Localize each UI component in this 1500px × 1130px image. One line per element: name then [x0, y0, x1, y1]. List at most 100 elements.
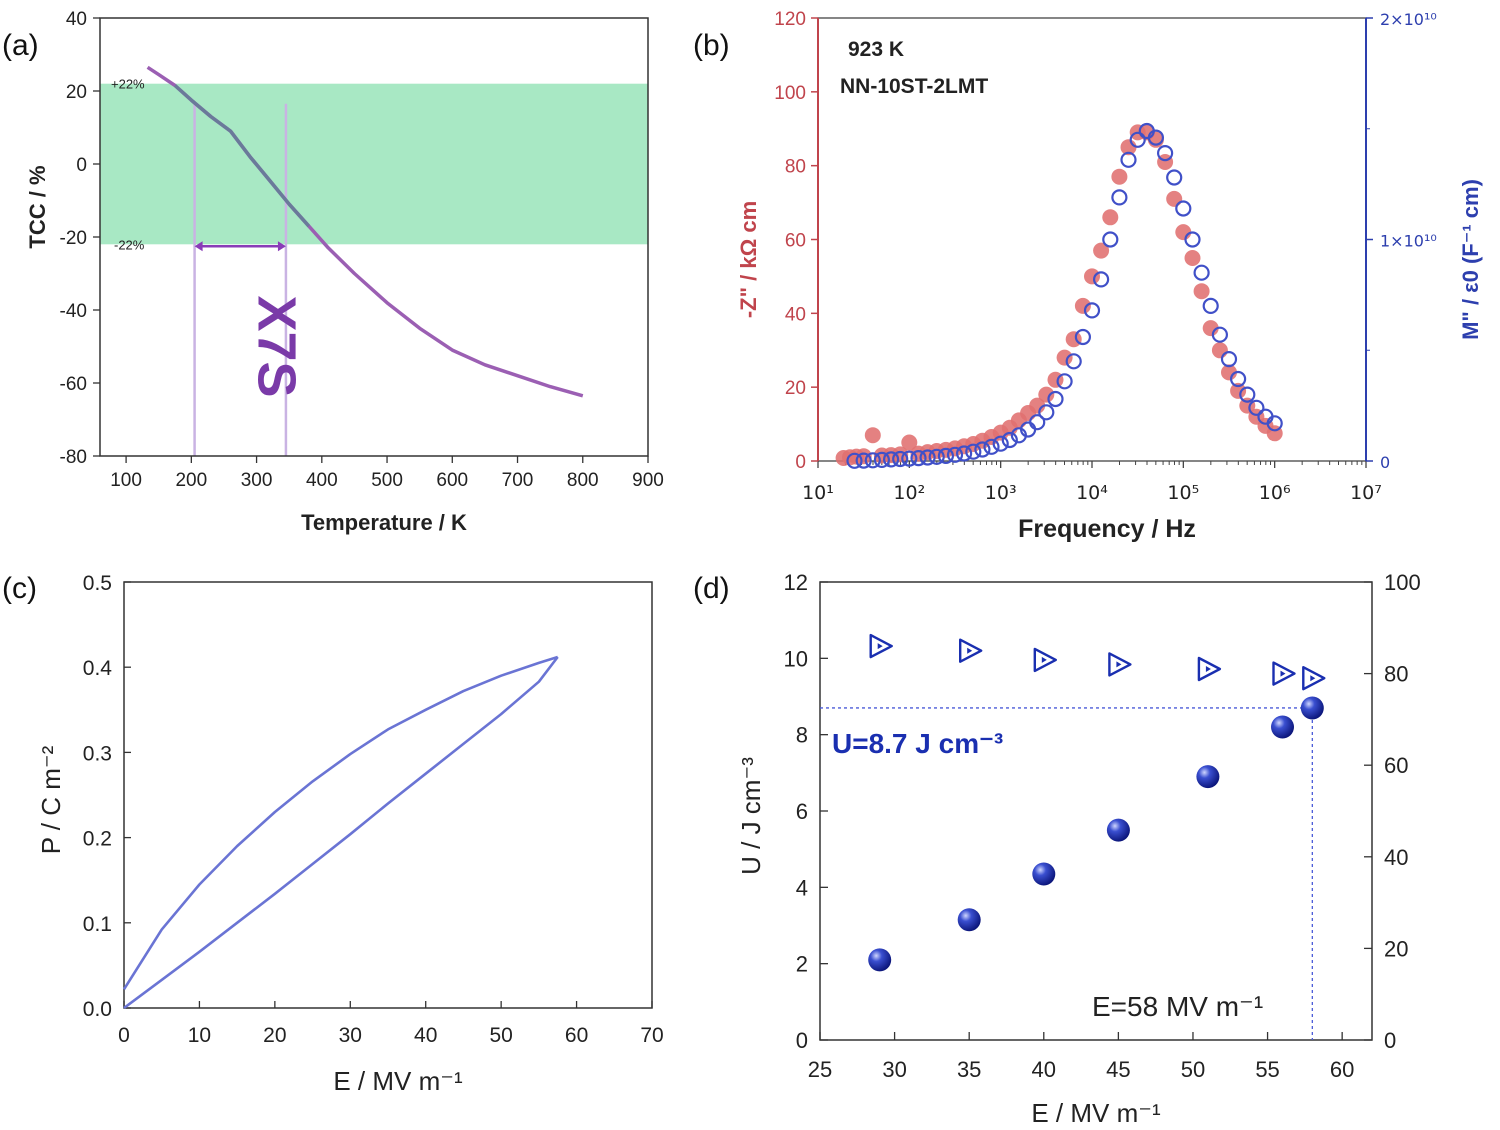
y-tick-label: 12 — [784, 570, 808, 595]
x-tick-label: 300 — [241, 470, 273, 491]
z-point — [1056, 349, 1073, 366]
panel-b-right-axis-label: M" / ε0 (F⁻¹ cm) — [1458, 179, 1483, 340]
panel-b: (b) 10¹ 10² 10³ 10⁴ 10⁵ 10⁶ 10⁷ 0 20 40 60 80 100 120… — [693, 9, 1483, 543]
m-point — [937, 447, 955, 464]
x-tick-label: 100 — [110, 470, 142, 491]
y-tick-label: 0 — [795, 452, 806, 473]
triangle-core — [1205, 666, 1211, 672]
x-tick-label: 10¹ — [802, 482, 834, 504]
m-point — [1229, 370, 1247, 388]
m-point — [1038, 404, 1055, 421]
efficiency-point — [1033, 647, 1058, 673]
z-point — [855, 448, 872, 465]
y2-tick-label: 60 — [1384, 753, 1408, 778]
panel-d-marks — [868, 633, 1326, 972]
z-point — [1221, 364, 1237, 381]
pe-loop-discharging — [122, 655, 559, 990]
m-point — [910, 450, 927, 467]
z-point — [1193, 283, 1210, 300]
m-point — [1202, 297, 1219, 314]
y-tick-label: 20 — [66, 82, 87, 103]
z-point — [864, 427, 881, 444]
m-point — [1065, 353, 1082, 370]
y2-tick-label: 0 — [1384, 1028, 1396, 1053]
y-tick-label: -80 — [60, 447, 87, 468]
panel-b-marks — [835, 122, 1283, 469]
y2-tick-label: 80 — [1384, 662, 1408, 687]
x-tick-label: 55 — [1255, 1057, 1279, 1082]
panel-b-left-axis-label: -Z" / kΩ cm — [736, 201, 761, 318]
energy-density-point — [868, 948, 892, 972]
m-point — [1111, 189, 1128, 206]
panel-a-ticks: 100 200 300 400 500 600 700 800 900 -80 -60 -40 -20 0… — [60, 9, 664, 491]
triangle-core — [967, 647, 973, 654]
panel-c-x-axis-label: E / MV m⁻¹ — [333, 1066, 463, 1096]
m-point — [1092, 271, 1110, 288]
y-tick-label: 8 — [796, 723, 808, 748]
triangle-core — [1116, 661, 1122, 668]
tcc-curve-in-band — [173, 84, 311, 228]
z-point — [901, 434, 918, 451]
panel-c-y-axis-label: P / C m⁻² — [36, 745, 66, 854]
efficiency-point — [869, 633, 893, 659]
z-point — [1184, 250, 1201, 266]
m-point — [946, 446, 964, 463]
x-tick-label: 35 — [957, 1057, 981, 1082]
z-point — [1029, 397, 1046, 414]
z-point — [1074, 297, 1091, 314]
x-tick-label: 40 — [414, 1024, 437, 1047]
band-lower-label: -22% — [114, 237, 145, 252]
m-point — [846, 452, 863, 469]
x-tick-label: 60 — [565, 1024, 588, 1047]
m-point — [1147, 129, 1165, 146]
m-point — [1156, 145, 1174, 162]
y-tick-label: 0.4 — [83, 657, 113, 680]
m-point — [965, 443, 982, 460]
z-point — [1084, 268, 1100, 285]
panel-c-plot-frame — [123, 581, 653, 1009]
x-tick-label: 50 — [489, 1024, 512, 1047]
panel-a-x-axis-label: Temperature / K — [301, 510, 467, 535]
x-tick-label: 50 — [1181, 1057, 1205, 1082]
y-tick-label: 6 — [796, 799, 808, 824]
z-point — [1111, 168, 1128, 185]
y2-tick-label: 100 — [1384, 570, 1421, 595]
arrow-head-left — [194, 241, 203, 252]
y-tick-label: 4 — [796, 875, 808, 900]
y-tick-label: 20 — [785, 378, 806, 399]
m-point — [864, 452, 881, 469]
tcc-tolerance-band — [100, 83, 648, 245]
m-point — [1193, 264, 1210, 281]
m-point — [1266, 415, 1283, 432]
energy-density-point — [1032, 862, 1056, 886]
triangle-outline — [1033, 647, 1058, 673]
m-point — [1184, 231, 1201, 248]
m-point — [919, 449, 936, 466]
y-tick-label: 100 — [774, 83, 806, 104]
x-tick-label: 40 — [1032, 1057, 1056, 1082]
z-point — [1038, 386, 1055, 403]
m-point — [1239, 386, 1256, 403]
panel-d-label: (d) — [693, 572, 730, 605]
y-tick-label: 0.0 — [83, 998, 112, 1021]
m-point — [901, 450, 918, 467]
y-tick-label: 0.1 — [83, 913, 112, 936]
y2-tick-label: 20 — [1384, 936, 1408, 961]
panel-a-label: (a) — [2, 29, 39, 62]
panel-d-ticks: 25 30 35 40 45 50 55 60 0 2 4 6 8 10 12 0 20 40 60 80 100 — [784, 570, 1421, 1082]
y2-tick-label: 0 — [1380, 453, 1390, 472]
z-point — [1102, 209, 1119, 226]
y-tick-label: 10 — [784, 646, 808, 671]
x-tick-label: 45 — [1106, 1057, 1130, 1082]
panel-d-x-axis-label: E / MV m⁻¹ — [1031, 1098, 1161, 1128]
m-point — [1166, 169, 1183, 186]
panel-d-guide-lines — [820, 707, 1313, 1040]
y-tick-label: 80 — [785, 157, 806, 178]
y2-tick-label: 40 — [1384, 845, 1408, 870]
y-tick-label: 60 — [785, 231, 806, 252]
panel-b-label: (b) — [693, 29, 730, 62]
m-point — [928, 448, 945, 465]
panel-b-ticks: 10¹ 10² 10³ 10⁴ 10⁵ 10⁶ 10⁷ 0 20 40 60 80 100 120 0 1×1… — [774, 9, 1436, 504]
x-tick-label: 25 — [808, 1057, 832, 1082]
x-tick-label: 200 — [175, 470, 207, 491]
